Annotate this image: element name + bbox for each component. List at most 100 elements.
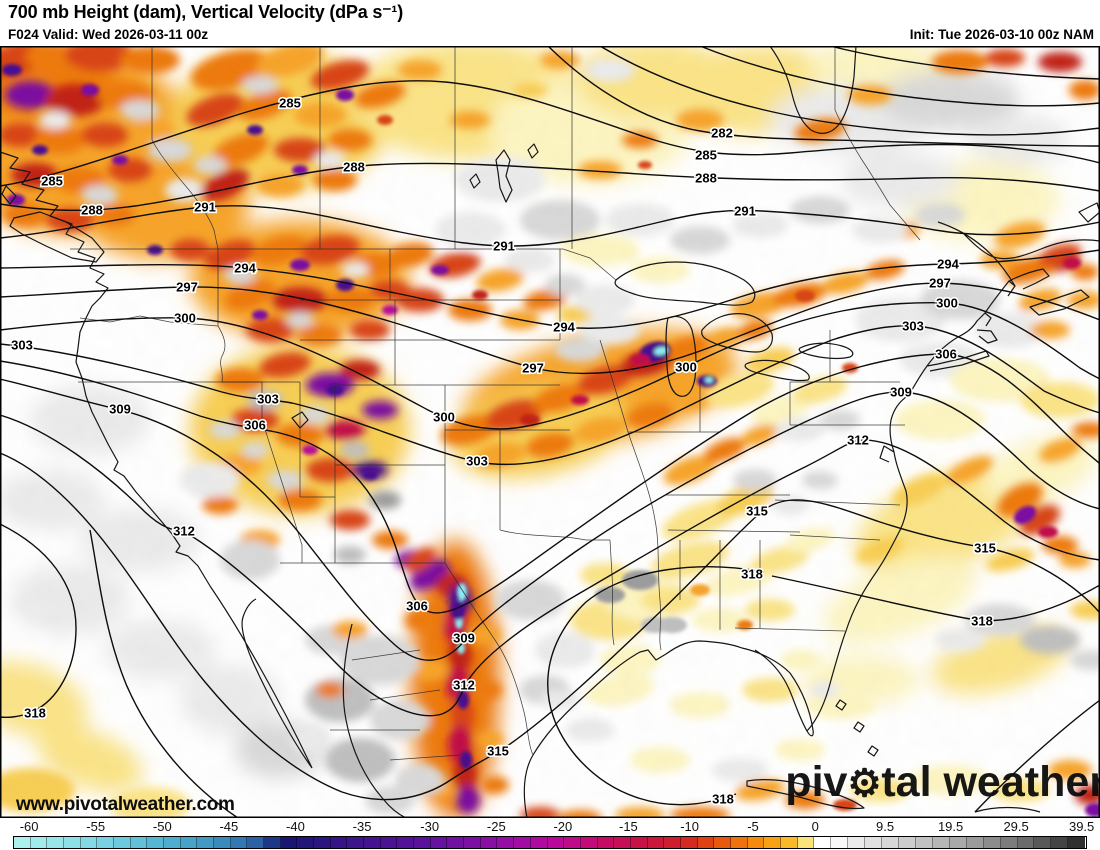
contour-label-291: 291 [493,239,515,254]
colorbar-cell [680,837,698,848]
colorbar-cell [80,837,98,848]
colorbar-cell [414,837,431,848]
state-border [151,46,219,250]
colorbar-cell [915,837,933,848]
height-contour-309 [0,378,1100,661]
contour-label-282: 282 [711,126,733,141]
colorbar-cell [1051,837,1069,848]
contour-label-306: 306 [406,599,428,614]
colorbar-cell [898,837,916,848]
coastline [0,151,211,587]
colorbar-cell [647,837,665,848]
colorbar-cell [865,837,882,848]
colorbar-cell [114,837,131,848]
height-contour-279 [599,46,1100,136]
height-contour-318 [771,575,1100,622]
colorbar-cell [730,837,748,848]
colorbar-cell [831,837,849,848]
contour-label-312: 312 [847,433,869,448]
coastline [523,640,814,818]
height-contour-306 [0,353,1100,614]
contour-label-309: 309 [109,402,131,417]
colorbar-cell [747,837,765,848]
colorbar-cell [664,837,681,848]
colorbar-tick--15: -15 [618,819,638,834]
colorbar-cell [530,837,548,848]
colorbar-cell [297,837,315,848]
state-border [330,649,461,761]
colorbar-cell [797,837,815,848]
watermark-url: www.pivotalweather.com [16,794,235,815]
contour-label-294: 294 [234,261,256,276]
contour-label-318: 318 [741,567,763,582]
contour-label-306: 306 [935,347,957,362]
height-contour-294 [0,249,1100,329]
contour-label-303: 303 [902,319,924,334]
coastline [835,699,879,757]
colorbar-cell [314,837,331,848]
colorbar-cell [714,837,731,848]
header: 700 mb Height (dam), Vertical Velocity (… [0,0,1100,46]
colorbar-cell [64,837,81,848]
colorbar-tick-labels: -60 -55 -50 -45 -40 -35 -30 -25 -20 -15 -10 -5 0 9.5 1… [0,818,1100,835]
coastline [984,268,1050,314]
colorbar-cell [264,837,281,848]
colorbar-cell [1068,837,1086,848]
colorbar-cell [1000,837,1018,848]
colorbar-cell [447,837,465,848]
height-contour-273 [829,46,1100,80]
logo-text-part1: piv [785,758,848,806]
coastline [937,221,1100,287]
contour-label-318: 318 [24,706,46,721]
coastline [469,143,539,203]
colorbar-cell [347,837,365,848]
colorbar-cell [949,837,967,848]
coastline [746,779,865,810]
contour-label-294: 294 [553,320,575,335]
colorbar-cell [780,837,798,848]
colorbar-cell [697,837,715,848]
contour-label-315: 315 [487,744,509,759]
contour-label-288: 288 [81,203,103,218]
state-border [774,330,905,541]
colorbar-tick-39.5: 39.5 [1068,819,1095,834]
coastline [974,806,1041,813]
colorbar-cell [14,837,31,848]
coastline [291,411,309,429]
contour-label-303: 303 [466,454,488,469]
contour-label-291: 291 [194,200,216,215]
state-border [599,339,662,651]
coastline [1029,289,1090,316]
height-contour-321 [974,699,1100,813]
colorbar-tick--45: -45 [219,819,239,834]
contour-label-297: 297 [176,280,198,295]
height-contour-285 [0,80,1100,187]
colorbar-cell [180,837,198,848]
colorbar-cell [597,837,615,848]
coastline [9,211,105,263]
contour-label-318: 318 [971,614,993,629]
state-border [70,248,617,281]
coastline [701,313,773,353]
height-contour-291 [0,205,1100,247]
contour-label-297: 297 [929,276,951,291]
coastline [1078,202,1100,223]
colorbar-cell [514,837,531,848]
height-contour-315 [0,452,1100,801]
colorbar-tick--25: -25 [486,819,506,834]
contour-label-285: 285 [695,148,717,163]
contour-label-297: 297 [522,361,544,376]
init-time-label: Init: Tue 2026-03-10 00z NAM [909,27,1094,42]
pivotal-weather-logo: piv⚙tal weather [785,758,1100,807]
coastline [614,261,756,306]
colorbar-cell [397,837,415,848]
state-border [628,380,720,433]
colorbar-cell [580,837,598,848]
colorbar-cell [547,837,565,848]
gear-icon: ⚙ [847,763,882,805]
height-contour-303 [0,325,1100,466]
basemap-borders [0,46,1100,818]
colorbar-tick-9.5: 9.5 [876,819,895,834]
colorbar-cell [614,837,631,848]
contour-label-312: 312 [173,524,195,539]
